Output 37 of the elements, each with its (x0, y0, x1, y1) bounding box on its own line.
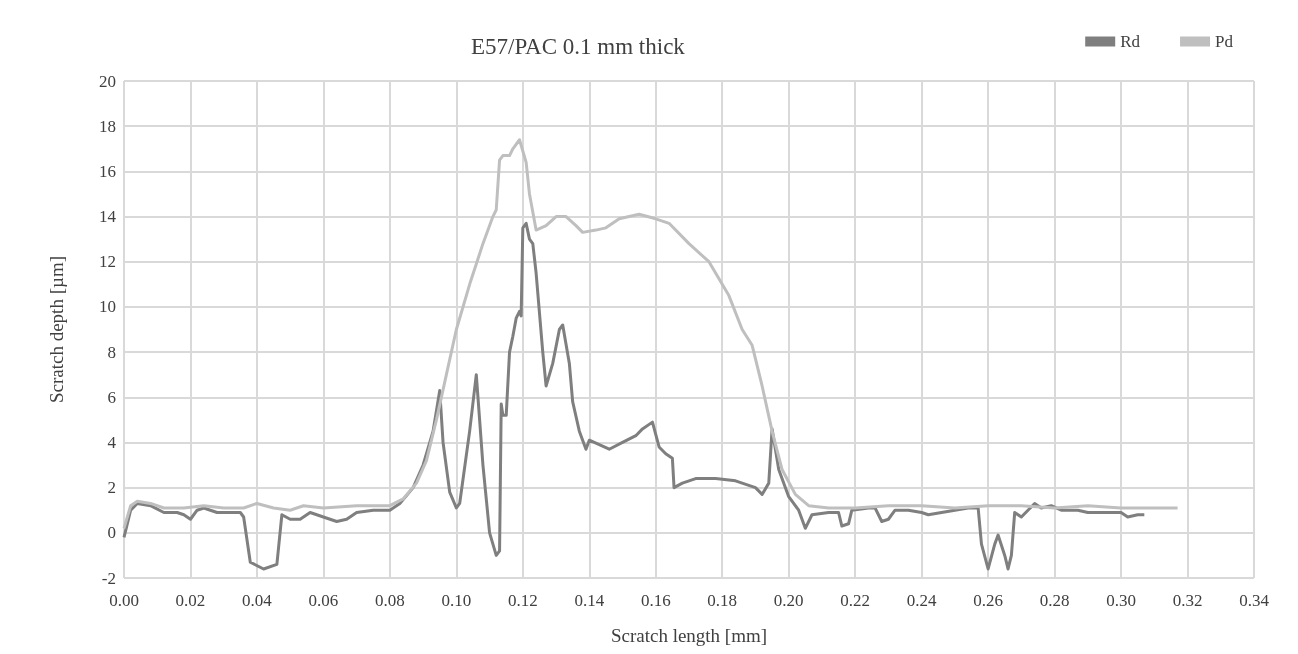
y-tick-label: 8 (107, 342, 116, 362)
y-tick-label: 14 (99, 207, 117, 227)
x-tick-label: 0.04 (242, 591, 273, 610)
x-axis-title: Scratch length [mm] (610, 625, 768, 646)
x-tick-label: 0.20 (773, 591, 804, 610)
legend-label: Pd (1215, 32, 1234, 51)
x-tick-label: 0.34 (1239, 591, 1270, 610)
x-tick-label: 0.08 (375, 591, 405, 610)
y-tick-label: -2 (101, 568, 116, 588)
y-tick-label: 0 (107, 523, 116, 543)
y-tick-label: 6 (107, 387, 116, 407)
x-tick-label: 0.26 (973, 591, 1003, 610)
chart-title: E57/PAC 0.1 mm thick (471, 34, 686, 59)
x-tick-label: 0.00 (109, 591, 139, 610)
y-tick-label: 4 (107, 432, 117, 452)
y-tick-label: 18 (99, 116, 116, 136)
line-series (122, 221, 1146, 571)
x-tick-label: 0.24 (906, 591, 938, 610)
x-tick-label: 0.02 (175, 591, 206, 610)
line-series (122, 138, 1180, 530)
y-tick-label: 20 (99, 71, 116, 91)
y-tick-label: 16 (99, 161, 116, 181)
y-tick-label: 2 (107, 478, 116, 498)
y-axis-title: Scratch depth [µm] (46, 255, 67, 404)
x-tick-label: 0.06 (308, 591, 339, 610)
y-tick-label: 12 (99, 252, 116, 272)
legend-label: Rd (1120, 32, 1141, 51)
y-tick-label: 10 (99, 297, 116, 317)
x-tick-label: 0.14 (574, 591, 605, 610)
x-tick-label: 0.16 (640, 591, 671, 610)
x-tick-label: 0.28 (1039, 591, 1070, 610)
x-tick-label: 0.22 (840, 591, 871, 610)
x-tick-label: 0.32 (1172, 591, 1203, 610)
x-tick-label: 0.30 (1106, 591, 1136, 610)
x-tick-label: 0.10 (441, 591, 472, 610)
x-tick-label: 0.12 (507, 591, 538, 610)
x-tick-label: 0.18 (707, 591, 738, 610)
